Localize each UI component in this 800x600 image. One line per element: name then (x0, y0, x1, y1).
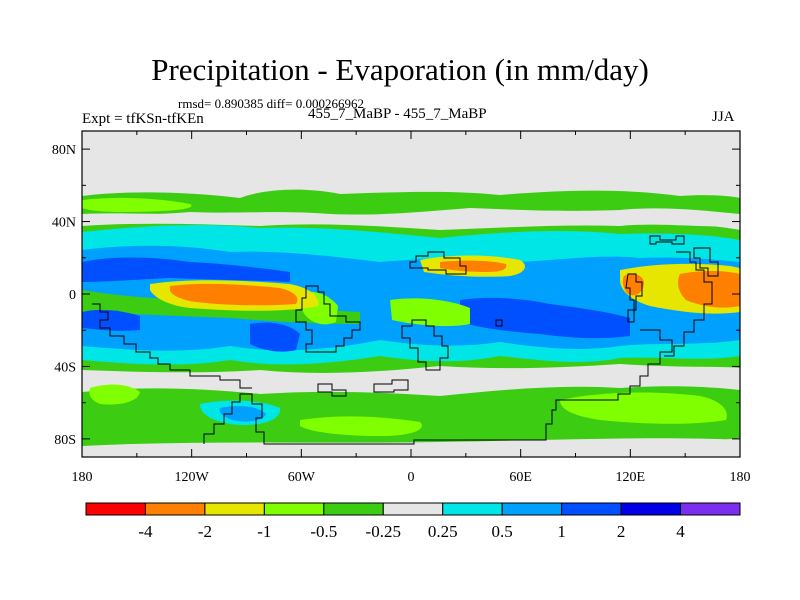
colorbar-swatch (561, 502, 622, 516)
contour-darkblue-indian (460, 297, 630, 339)
colorbar-label: 1 (557, 522, 566, 541)
contour-blue-south (219, 406, 266, 422)
colorbar-swatch (85, 502, 146, 516)
colorbar-swatch (144, 502, 206, 516)
colorbar-label: 4 (676, 522, 685, 541)
lat-tick-label: 80S (54, 433, 76, 448)
lon-tick-label: 60E (509, 470, 532, 485)
contour-orange-east-pacific (170, 283, 298, 306)
contour-green-north-band-2 (82, 197, 192, 212)
contour-green-south-2 (300, 416, 422, 436)
colorbar-swatch (323, 502, 384, 516)
colorbar-label: -1 (257, 522, 271, 541)
colorbar-swatch (382, 502, 444, 516)
colorbar-swatch (680, 502, 741, 516)
plot-title: Precipitation - Evaporation (in mm/day) (151, 52, 649, 87)
lat-tick-label: 0 (69, 288, 76, 303)
contour-orange-west-pacific (678, 271, 740, 308)
contour-gray-gap-south (82, 364, 740, 387)
contour-gray-gap-north (82, 212, 740, 230)
contour-darkblue-north-pacific (82, 257, 290, 282)
colorbar-swatch (263, 502, 325, 516)
colorbar-label: 0.5 (492, 522, 513, 541)
contour-green-africa (390, 298, 470, 327)
lon-tick-label: 0 (408, 470, 415, 485)
lon-tick-label: 120E (616, 470, 646, 485)
run-label: 455_7_MaBP - 455_7_MaBP (308, 106, 487, 122)
coast-africa (401, 319, 449, 371)
contour-green-north-band (82, 189, 740, 216)
lon-tick-label: 180 (730, 470, 751, 485)
coastlines (92, 235, 719, 445)
colorbar-swatch (501, 502, 563, 516)
coast-australia-ne (693, 247, 719, 277)
colorbar-label: -0.25 (366, 522, 401, 541)
season-label: JJA (712, 109, 735, 125)
coast-islands-south-2 (373, 379, 409, 393)
colorbar-label: -4 (138, 522, 153, 541)
contour-darkblue-west-pacific (82, 309, 140, 331)
coast-maritime-continent (203, 329, 673, 445)
lat-tick-label: 40S (54, 360, 76, 375)
lat-tick-label: 40N (52, 216, 76, 231)
colorbar: -4 -2 -1 -0.5 -0.25 0.25 0.5 1 2 4 (85, 502, 741, 541)
axis-ticks: 80N 40N 0 40S 80S 180 120W 60W 0 60E 120E 180 (52, 131, 751, 485)
contour-field (82, 131, 740, 457)
stats-label: rmsd= 0.890385 diff= 0.000266962 (178, 96, 364, 111)
colorbar-label: 2 (617, 522, 626, 541)
colorbar-swatch (204, 502, 265, 516)
colorbar-label: 0.25 (428, 522, 458, 541)
colorbar-swatch (442, 502, 503, 516)
contour-orange-maritime (622, 274, 644, 296)
colorbar-label: -2 (198, 522, 212, 541)
coast-pacific-north (664, 251, 713, 357)
lon-tick-label: 180 (72, 470, 93, 485)
contour-orange-north-atlantic (440, 260, 507, 272)
coast-pacific-islands (92, 303, 252, 389)
coast-north-africa (409, 251, 467, 275)
coast-islands-south (317, 383, 347, 397)
colorbar-label: -0.5 (310, 522, 337, 541)
lat-tick-label: 80N (52, 143, 76, 158)
lon-tick-label: 60W (288, 470, 316, 485)
contour-darkblue-south-america (250, 322, 300, 352)
contour-lightgreen-south-west (89, 384, 140, 405)
coast-madagascar (495, 319, 503, 327)
lon-tick-label: 120W (175, 470, 210, 485)
experiment-label: Expt = tfKSn-tfKEn (82, 111, 204, 127)
contour-gray-antarctic (82, 438, 740, 457)
colorbar-swatch (620, 502, 682, 516)
coast-south-america (295, 285, 361, 353)
coast-asia-east (625, 273, 643, 323)
coast-japan (649, 235, 685, 245)
